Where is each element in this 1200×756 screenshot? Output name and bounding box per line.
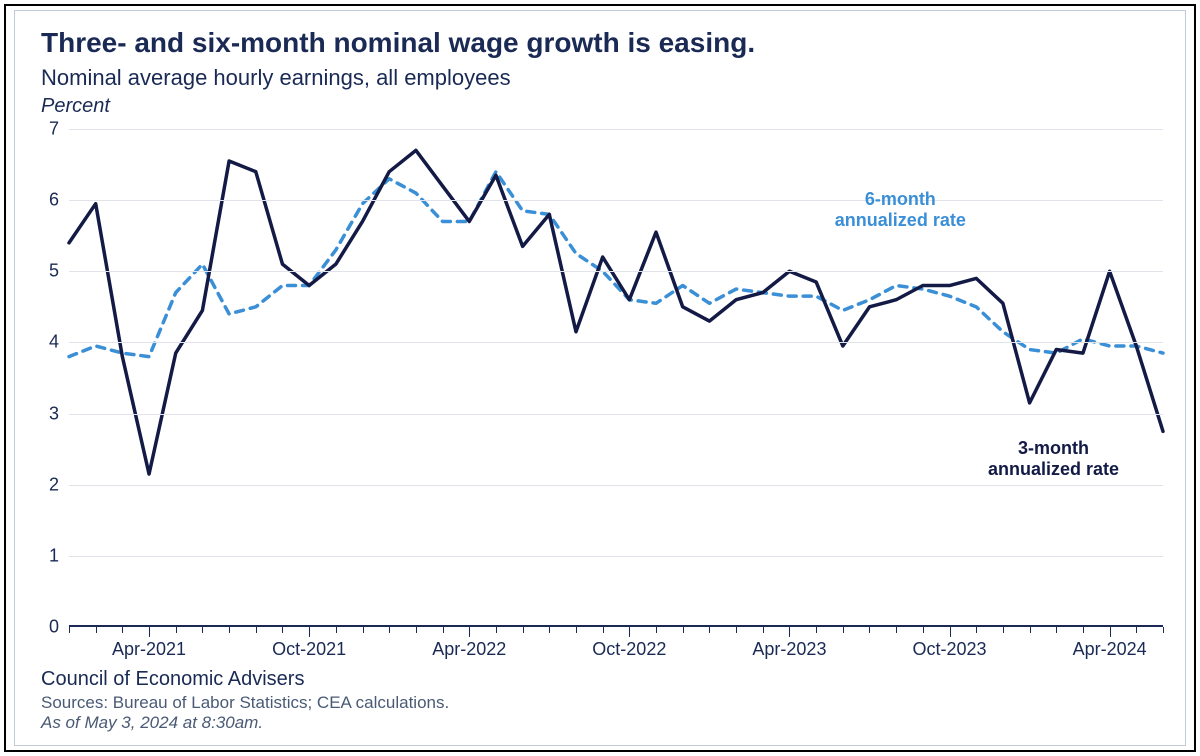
x-minor-tick xyxy=(843,627,844,633)
x-minor-tick xyxy=(389,627,390,633)
x-minor-tick xyxy=(923,627,924,633)
x-minor-tick xyxy=(202,627,203,633)
x-major-tick xyxy=(469,627,470,637)
gridline xyxy=(69,485,1163,486)
gridline xyxy=(69,271,1163,272)
x-minor-tick xyxy=(549,627,550,633)
series-label-six-month: 6-monthannualized rate xyxy=(835,189,966,232)
x-tick-label: Apr-2024 xyxy=(1073,639,1147,660)
chart-subtitle: Nominal average hourly earnings, all emp… xyxy=(41,65,511,91)
y-tick-label: 2 xyxy=(49,474,59,495)
x-minor-tick xyxy=(176,627,177,633)
x-minor-tick xyxy=(69,627,70,633)
chart-frame: Three- and six-month nominal wage growth… xyxy=(14,10,1186,746)
x-minor-tick xyxy=(869,627,870,633)
chart-unit: Percent xyxy=(41,95,110,118)
x-minor-tick xyxy=(336,627,337,633)
y-tick-label: 0 xyxy=(49,617,59,638)
x-tick-label: Oct-2023 xyxy=(913,639,987,660)
footer-attribution: Council of Economic Advisers xyxy=(41,668,449,691)
y-tick-label: 1 xyxy=(49,545,59,566)
x-minor-tick xyxy=(416,627,417,633)
x-minor-tick xyxy=(443,627,444,633)
series-label-three-month: 3-monthannualized rate xyxy=(988,438,1119,481)
x-minor-tick xyxy=(976,627,977,633)
y-tick-label: 4 xyxy=(49,332,59,353)
chart-svg xyxy=(69,129,1163,627)
gridline xyxy=(69,556,1163,557)
x-minor-tick xyxy=(896,627,897,633)
y-tick-label: 3 xyxy=(49,403,59,424)
y-tick-label: 5 xyxy=(49,261,59,282)
x-tick-label: Apr-2021 xyxy=(112,639,186,660)
x-major-tick xyxy=(309,627,310,637)
chart-footer: Council of Economic Advisers Sources: Bu… xyxy=(41,668,449,733)
x-major-tick xyxy=(1110,627,1111,637)
x-minor-tick xyxy=(1003,627,1004,633)
y-tick-label: 6 xyxy=(49,190,59,211)
x-minor-tick xyxy=(683,627,684,633)
x-major-tick xyxy=(950,627,951,637)
x-minor-tick xyxy=(603,627,604,633)
x-major-tick xyxy=(149,627,150,637)
gridline xyxy=(69,342,1163,343)
x-tick-label: Apr-2022 xyxy=(432,639,506,660)
x-minor-tick xyxy=(1163,627,1164,633)
x-tick-label: Oct-2021 xyxy=(272,639,346,660)
plot-area: 01234567Apr-2021Oct-2021Apr-2022Oct-2022… xyxy=(69,129,1163,627)
footer-sources: Sources: Bureau of Labor Statistics; CEA… xyxy=(41,693,449,713)
gridline xyxy=(69,129,1163,130)
x-minor-tick xyxy=(1030,627,1031,633)
x-major-tick xyxy=(789,627,790,637)
x-minor-tick xyxy=(736,627,737,633)
x-minor-tick xyxy=(282,627,283,633)
x-minor-tick xyxy=(816,627,817,633)
x-minor-tick xyxy=(576,627,577,633)
chart-title: Three- and six-month nominal wage growth… xyxy=(41,27,755,59)
x-minor-tick xyxy=(709,627,710,633)
series-line-three-month xyxy=(69,150,1163,474)
x-tick-label: Oct-2022 xyxy=(592,639,666,660)
footer-asof: As of May 3, 2024 at 8:30am. xyxy=(41,713,449,733)
gridline xyxy=(69,414,1163,415)
x-minor-tick xyxy=(96,627,97,633)
x-minor-tick xyxy=(496,627,497,633)
x-minor-tick xyxy=(523,627,524,633)
x-minor-tick xyxy=(1056,627,1057,633)
x-minor-tick xyxy=(363,627,364,633)
x-tick-label: Apr-2023 xyxy=(752,639,826,660)
x-axis xyxy=(69,625,1163,627)
x-minor-tick xyxy=(122,627,123,633)
x-minor-tick xyxy=(229,627,230,633)
y-tick-label: 7 xyxy=(49,119,59,140)
x-minor-tick xyxy=(656,627,657,633)
x-minor-tick xyxy=(1136,627,1137,633)
x-minor-tick xyxy=(256,627,257,633)
x-major-tick xyxy=(629,627,630,637)
x-minor-tick xyxy=(763,627,764,633)
x-minor-tick xyxy=(1083,627,1084,633)
gridline xyxy=(69,200,1163,201)
